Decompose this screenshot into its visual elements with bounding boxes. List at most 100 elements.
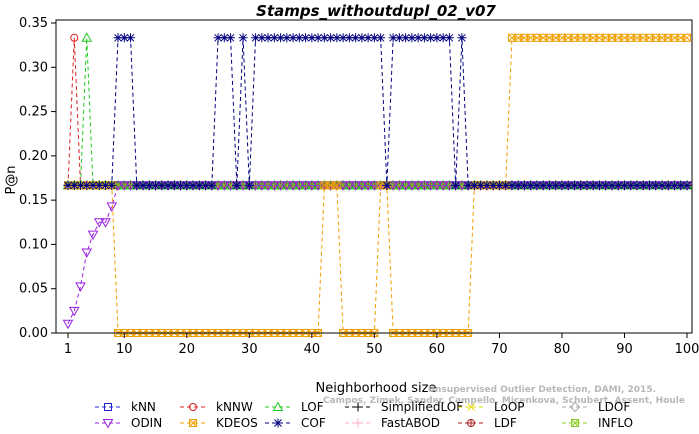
data-point [551, 180, 561, 190]
data-point [619, 180, 629, 190]
data-point [437, 181, 449, 191]
data-point [350, 181, 361, 191]
data-point [300, 181, 311, 191]
data-point [626, 180, 636, 190]
data-point [357, 33, 367, 43]
data-point [232, 180, 242, 190]
data-point [350, 181, 361, 191]
data-point [638, 180, 648, 190]
data-point [238, 33, 248, 43]
credit-line-2: Campos, Zimek, Sander, Campello, Micenko… [323, 396, 685, 406]
data-point [401, 33, 411, 43]
data-point [463, 180, 473, 190]
data-point [138, 180, 148, 190]
data-point [75, 282, 86, 292]
data-point [100, 218, 111, 228]
data-point [313, 33, 323, 43]
data-point [306, 181, 318, 191]
data-point [451, 180, 461, 190]
data-point [451, 180, 461, 190]
data-point [619, 180, 629, 190]
data-point [431, 181, 443, 191]
data-point [93, 218, 105, 228]
y-tick-label: 0.10 [19, 237, 48, 252]
data-point [594, 180, 604, 190]
data-point [419, 33, 429, 43]
data-point [63, 180, 73, 190]
data-point [75, 282, 86, 292]
data-point [519, 180, 529, 190]
data-point [601, 180, 611, 190]
data-point [467, 419, 475, 427]
x-tick-label: 100 [675, 342, 699, 357]
data-point [501, 180, 511, 190]
data-point [626, 33, 635, 42]
data-point [682, 180, 692, 190]
data-point [81, 32, 93, 42]
data-point [467, 403, 475, 411]
data-point [107, 180, 117, 190]
y-tick-label: 0.30 [19, 60, 48, 75]
data-point [226, 33, 236, 43]
data-point [563, 180, 573, 190]
legend: kNN kNNW LOF SimplifiedLOF LoOP LDOF ODIN KDEOS… [95, 400, 633, 430]
y-tick-label: 0.35 [19, 16, 48, 31]
data-point [104, 403, 112, 411]
legend-label: LoOP [494, 400, 525, 414]
data-point [444, 33, 454, 43]
data-point [513, 180, 523, 190]
data-point [337, 181, 349, 191]
series-line [68, 37, 687, 186]
x-tick-label: 90 [616, 342, 633, 357]
data-point [412, 181, 424, 191]
data-point [532, 33, 541, 42]
data-point [287, 181, 299, 191]
data-point [88, 180, 98, 190]
data-point [182, 180, 192, 190]
data-point [182, 180, 192, 190]
data-point [106, 202, 118, 212]
data-point [482, 180, 492, 190]
legend-label: INFLO [598, 416, 633, 430]
data-point [207, 180, 217, 190]
data-point [226, 33, 236, 43]
data-point [638, 180, 648, 190]
data-point [413, 33, 423, 43]
data-point [269, 33, 279, 43]
data-point [132, 180, 142, 190]
data-point [218, 181, 230, 191]
data-point [207, 180, 217, 190]
data-point [501, 180, 511, 190]
data-point [87, 230, 99, 241]
data-point [244, 180, 254, 190]
data-point [363, 33, 373, 43]
data-point [262, 181, 274, 191]
data-point [301, 33, 311, 43]
data-point [544, 180, 554, 190]
data-point [312, 181, 324, 191]
data-point [369, 33, 379, 43]
data-point [288, 33, 298, 43]
data-point [457, 33, 467, 43]
data-point [213, 33, 223, 43]
series-line [67, 37, 687, 186]
data-point [594, 180, 604, 190]
data-point [613, 180, 623, 190]
data-point [244, 180, 254, 190]
data-point [425, 181, 437, 191]
data-point [382, 180, 392, 190]
y-tick-label: 0.00 [19, 326, 48, 341]
legend-label: ODIN [131, 416, 162, 430]
data-point [526, 180, 536, 190]
data-point [369, 33, 379, 43]
data-point [307, 33, 317, 43]
data-point [294, 33, 304, 43]
data-point [651, 180, 661, 190]
data-point [663, 180, 673, 190]
data-point [176, 180, 186, 190]
data-point [293, 181, 305, 191]
chart-title: Stamps_withoutdupl_02_v07 [256, 2, 496, 20]
x-tick-label: 50 [366, 342, 383, 357]
data-point [670, 33, 679, 42]
